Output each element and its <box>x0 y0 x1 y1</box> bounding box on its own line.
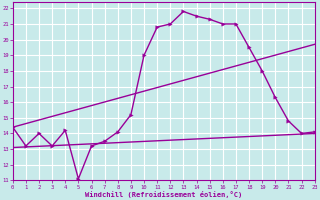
X-axis label: Windchill (Refroidissement éolien,°C): Windchill (Refroidissement éolien,°C) <box>85 191 242 198</box>
